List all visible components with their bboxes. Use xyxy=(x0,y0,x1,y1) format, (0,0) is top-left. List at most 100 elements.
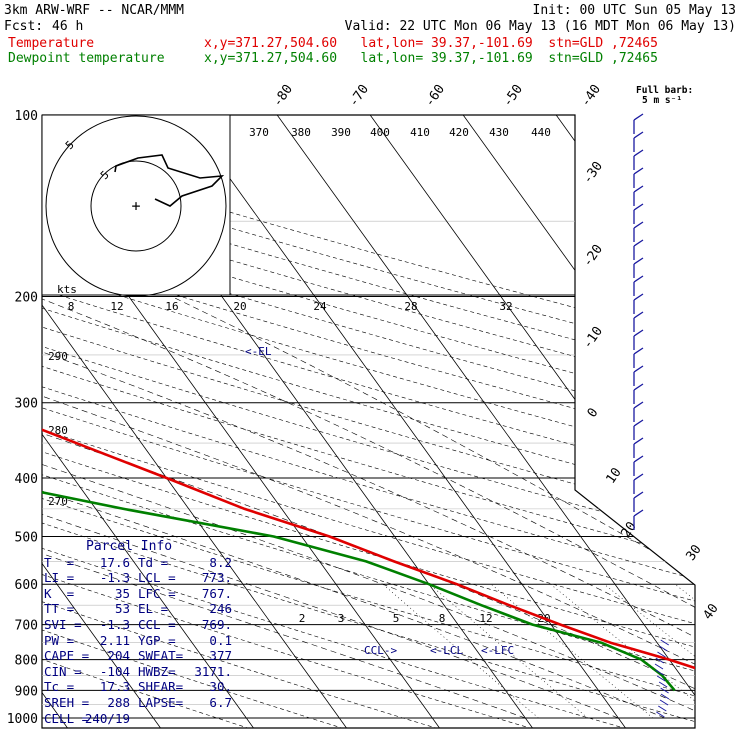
parcel-value: -104 xyxy=(99,663,130,679)
dry-adiabat-420 xyxy=(42,139,695,728)
parcel-row: TT = 53 EL = 246 xyxy=(44,601,235,617)
dry-adiabat-290 xyxy=(42,139,695,728)
parcel-value: 2.11 xyxy=(99,632,130,648)
parcel-value: -1.3 xyxy=(99,616,130,632)
barb-low xyxy=(660,639,669,646)
hodo-axis-label-12: 12 xyxy=(110,300,123,313)
barb-low xyxy=(655,657,665,664)
barb-flag xyxy=(633,329,644,337)
parcel-value: 773. xyxy=(201,570,232,586)
moist-adiabat-20 xyxy=(42,296,695,719)
wind-barbs xyxy=(633,113,670,718)
dry-adiabat-310 xyxy=(42,139,695,728)
barb-low xyxy=(659,699,669,706)
parcel-key: CCL = xyxy=(138,616,176,632)
temperature-legend: Temperature xyxy=(8,36,95,51)
pressure-label-400: 400 xyxy=(15,472,38,487)
barb-legend-value: 5 m s⁻¹ xyxy=(642,95,682,106)
theta-e-label-410: 410 xyxy=(410,126,430,139)
theta-e-label-420: 420 xyxy=(449,126,469,139)
hodo-axis-label-28: 28 xyxy=(404,300,417,313)
barb-flag xyxy=(633,275,644,283)
parcel-key: CIN = xyxy=(44,663,82,679)
dry-adiabat-330 xyxy=(42,139,695,728)
parcel-key: SVI = xyxy=(44,616,82,632)
theta-e-label-400: 400 xyxy=(370,126,390,139)
barb-flag xyxy=(633,257,644,265)
dry-adiabat-280 xyxy=(42,139,695,728)
barb-legend-title: Full barb: xyxy=(636,85,693,96)
init-time: Init: 00 UTC Sun 05 May 13 xyxy=(532,3,737,18)
parcel-value: 30. xyxy=(209,679,232,695)
annotation-3: <-LFC xyxy=(481,644,514,657)
parcel-row: T = 17.6 Td = 8.2 xyxy=(44,555,235,571)
forecast-label: Fcst: xyxy=(4,19,44,34)
barb-flag xyxy=(633,347,644,355)
mixing-ratio-12 xyxy=(604,583,695,719)
parcel-key: Tc = xyxy=(44,679,75,695)
hodo-axis-label-8: 8 xyxy=(68,300,75,313)
dry-adiabat-380 xyxy=(42,139,695,728)
dewpoint-location: x,y=371.27,504.60 lat,lon= 39.37,-101.69… xyxy=(204,51,658,66)
pressure-label-100: 100 xyxy=(15,109,38,124)
series-line-temperature xyxy=(42,115,695,692)
isotherm-50 xyxy=(628,115,695,728)
parcel-value: 17.6 xyxy=(99,554,130,570)
isotherm--30 xyxy=(42,115,349,728)
theta-e-label-370: 370 xyxy=(249,126,269,139)
barb-low xyxy=(660,693,670,700)
dry-adiabat-370 xyxy=(42,139,695,728)
isotherm-label-8: 0 xyxy=(585,405,602,420)
isotherm-0 xyxy=(163,115,628,728)
isotherm-60 xyxy=(722,87,740,730)
mixing-label-3: 3 xyxy=(338,612,345,625)
barb-flag xyxy=(633,131,644,139)
parcel-key: SREH = xyxy=(44,694,90,710)
barb-low xyxy=(660,687,669,694)
parcel-key: LFC = xyxy=(138,585,176,601)
dry-adiabat-230 xyxy=(42,139,257,728)
parcel-value: 246 xyxy=(209,601,232,617)
parcel-value: -1.3 xyxy=(99,570,130,586)
moist-adiabat-30 xyxy=(42,296,695,719)
barb-flag xyxy=(633,419,644,427)
theta-e-label-440: 440 xyxy=(531,126,551,139)
parcel-row: PW = 2.11 YGP = 0.1 xyxy=(44,633,235,649)
adiabat-label-270: 270 xyxy=(48,495,68,508)
isotherm-label-5: -30 xyxy=(580,159,606,187)
hodo-axis-label-20: 20 xyxy=(233,300,246,313)
annotation-1: CCL-> xyxy=(364,644,397,657)
parcel-value: 0.1 xyxy=(209,632,232,648)
parcel-value: 240/19 xyxy=(84,710,130,726)
mixing-ratio-3 xyxy=(429,583,588,719)
dry-adiabat-340 xyxy=(42,139,695,728)
barb-low xyxy=(654,663,664,670)
pressure-label-200: 200 xyxy=(15,291,38,306)
isotherm--40 xyxy=(42,115,256,728)
hodo-speed-unit: kts xyxy=(57,283,77,296)
pressure-label-800: 800 xyxy=(15,654,38,669)
hodo-ring-outer xyxy=(45,115,227,297)
parcel-info-title: Parcel Info xyxy=(86,539,173,554)
barb-low xyxy=(657,651,666,658)
barb-low xyxy=(656,711,665,718)
moist-adiabat-35 xyxy=(171,296,695,719)
pressure-label-500: 500 xyxy=(15,530,38,545)
moist-adiabat-0 xyxy=(42,296,619,719)
parcel-key: YGP = xyxy=(138,632,176,648)
dry-adiabat-260 xyxy=(42,139,540,728)
isotherm-label-7: -10 xyxy=(580,324,606,352)
dry-adiabat-320 xyxy=(42,139,695,728)
series-line-dewpoint xyxy=(42,115,676,692)
parcel-value: 8.2 xyxy=(209,554,232,570)
pressure-label-1000: 1000 xyxy=(7,712,38,727)
parcel-info-panel: Parcel Info T = 17.6 Td = 8.2 LI = -1.3 LCL = 7… xyxy=(44,539,235,727)
isotherm-20 xyxy=(349,115,695,728)
dry-adiabat-410 xyxy=(42,139,695,728)
mixing-label-2: 2 xyxy=(299,612,306,625)
barb-low xyxy=(655,669,664,676)
mixing-label-8: 8 xyxy=(439,612,446,625)
parcel-row: LI = -1.3 LCL = 773. xyxy=(44,570,235,586)
parcel-row: K = 35 LFC = 767. xyxy=(44,586,235,602)
adiabat-label-290: 290 xyxy=(48,350,68,363)
